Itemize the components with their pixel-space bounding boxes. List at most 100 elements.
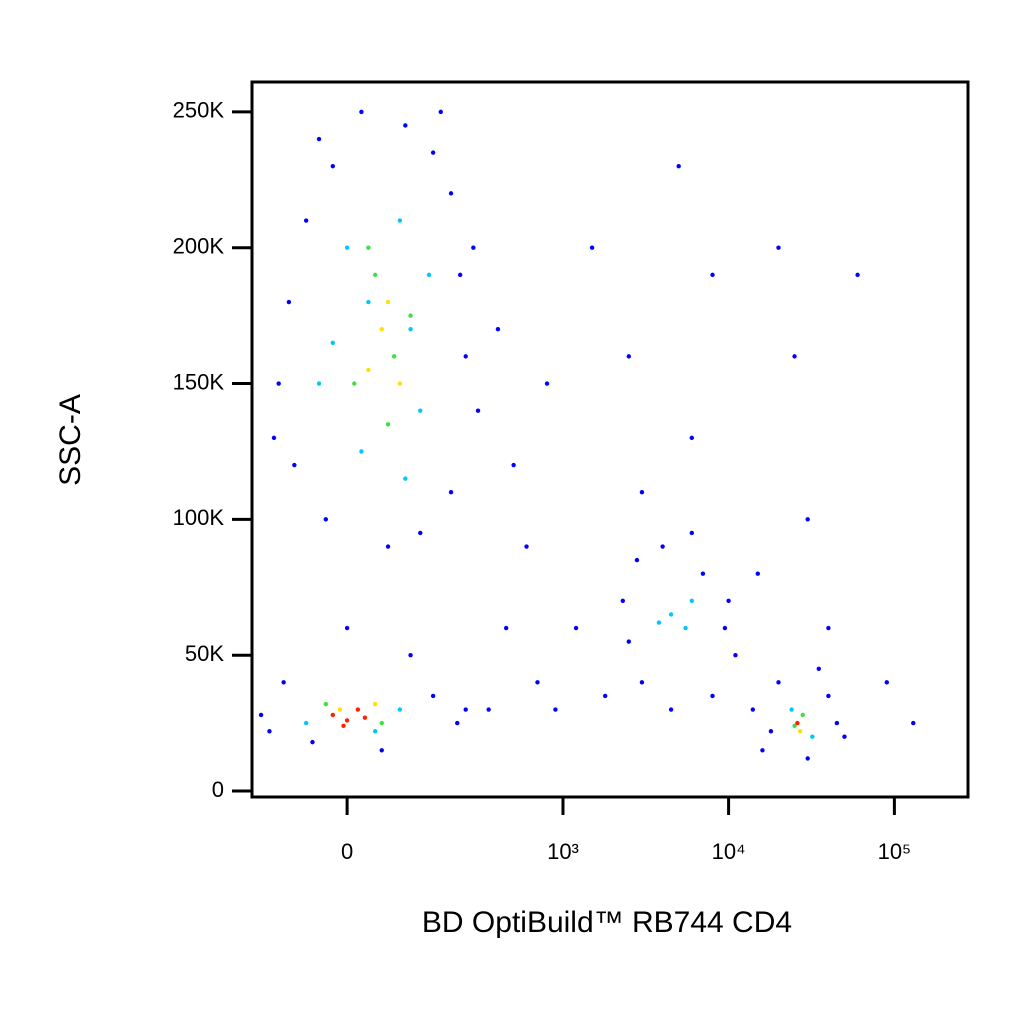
y-tick-label: 0	[212, 777, 224, 802]
point	[471, 245, 476, 250]
point	[789, 707, 794, 712]
point	[385, 299, 391, 305]
point	[656, 620, 662, 625]
point	[816, 666, 821, 671]
point	[800, 712, 805, 718]
point	[258, 712, 264, 718]
y-tick-label: 50K	[185, 641, 224, 666]
point	[834, 720, 840, 726]
point	[676, 164, 681, 169]
y-axis-label: SSC-A	[54, 394, 87, 486]
point	[448, 191, 454, 196]
point	[457, 272, 463, 278]
point	[281, 680, 286, 685]
point	[362, 715, 368, 720]
point	[391, 354, 397, 359]
point	[408, 327, 413, 332]
point	[683, 625, 688, 631]
point	[271, 435, 277, 441]
point	[344, 245, 350, 250]
point	[710, 272, 715, 278]
point	[689, 530, 695, 536]
point	[639, 680, 645, 685]
point	[359, 449, 364, 454]
point	[884, 680, 889, 685]
point	[310, 739, 315, 745]
point	[463, 707, 468, 712]
y-tick-label: 100K	[173, 505, 225, 530]
point	[366, 299, 371, 305]
point	[776, 680, 781, 685]
point	[776, 245, 781, 250]
point	[323, 517, 329, 522]
point	[544, 381, 550, 386]
point	[768, 729, 774, 734]
plot-frame	[250, 80, 970, 799]
y-tick-label: 150K	[173, 369, 225, 394]
point	[418, 408, 423, 413]
point	[620, 598, 626, 604]
point	[330, 164, 336, 169]
point	[366, 245, 371, 250]
point	[408, 313, 413, 318]
point	[292, 462, 297, 468]
y-tick-label: 250K	[173, 98, 225, 123]
point	[503, 625, 509, 631]
point	[755, 571, 760, 576]
point	[385, 544, 391, 549]
point	[626, 639, 632, 644]
point	[634, 557, 640, 563]
point	[344, 625, 350, 631]
point	[330, 712, 336, 718]
point	[372, 701, 378, 707]
point	[303, 720, 309, 726]
point	[700, 571, 706, 576]
x-tick-label: 10⁵	[878, 839, 912, 864]
point	[589, 245, 595, 250]
point	[660, 544, 665, 549]
point	[408, 652, 413, 658]
point	[792, 723, 797, 729]
point	[733, 652, 738, 658]
y-tick-label: 200K	[173, 234, 225, 259]
point	[337, 707, 343, 712]
point	[689, 435, 695, 441]
point	[602, 693, 608, 699]
point	[366, 367, 371, 373]
point	[403, 123, 408, 128]
x-tick-label: 10³	[547, 839, 579, 864]
point	[455, 720, 460, 726]
point	[710, 693, 715, 699]
point	[495, 327, 501, 332]
x-axis-label: BD OptiBuild™ RB744 CD4	[422, 906, 792, 939]
point	[397, 381, 403, 386]
point	[553, 707, 558, 712]
point	[286, 299, 292, 305]
point	[486, 707, 491, 712]
point	[330, 340, 336, 345]
point	[372, 272, 378, 278]
point	[760, 748, 765, 753]
point	[726, 598, 731, 604]
point	[826, 625, 831, 631]
point	[276, 381, 281, 386]
point	[626, 354, 632, 359]
point	[303, 218, 309, 223]
point	[448, 490, 454, 495]
point	[805, 756, 810, 761]
point	[379, 720, 384, 726]
point	[341, 723, 346, 729]
point	[397, 707, 403, 712]
point	[344, 718, 350, 723]
point	[668, 707, 674, 712]
point	[418, 530, 423, 536]
point	[535, 680, 540, 685]
point	[316, 381, 322, 386]
point	[826, 693, 831, 699]
point	[639, 490, 645, 495]
point	[430, 693, 436, 699]
point	[842, 734, 847, 739]
point	[430, 150, 436, 155]
